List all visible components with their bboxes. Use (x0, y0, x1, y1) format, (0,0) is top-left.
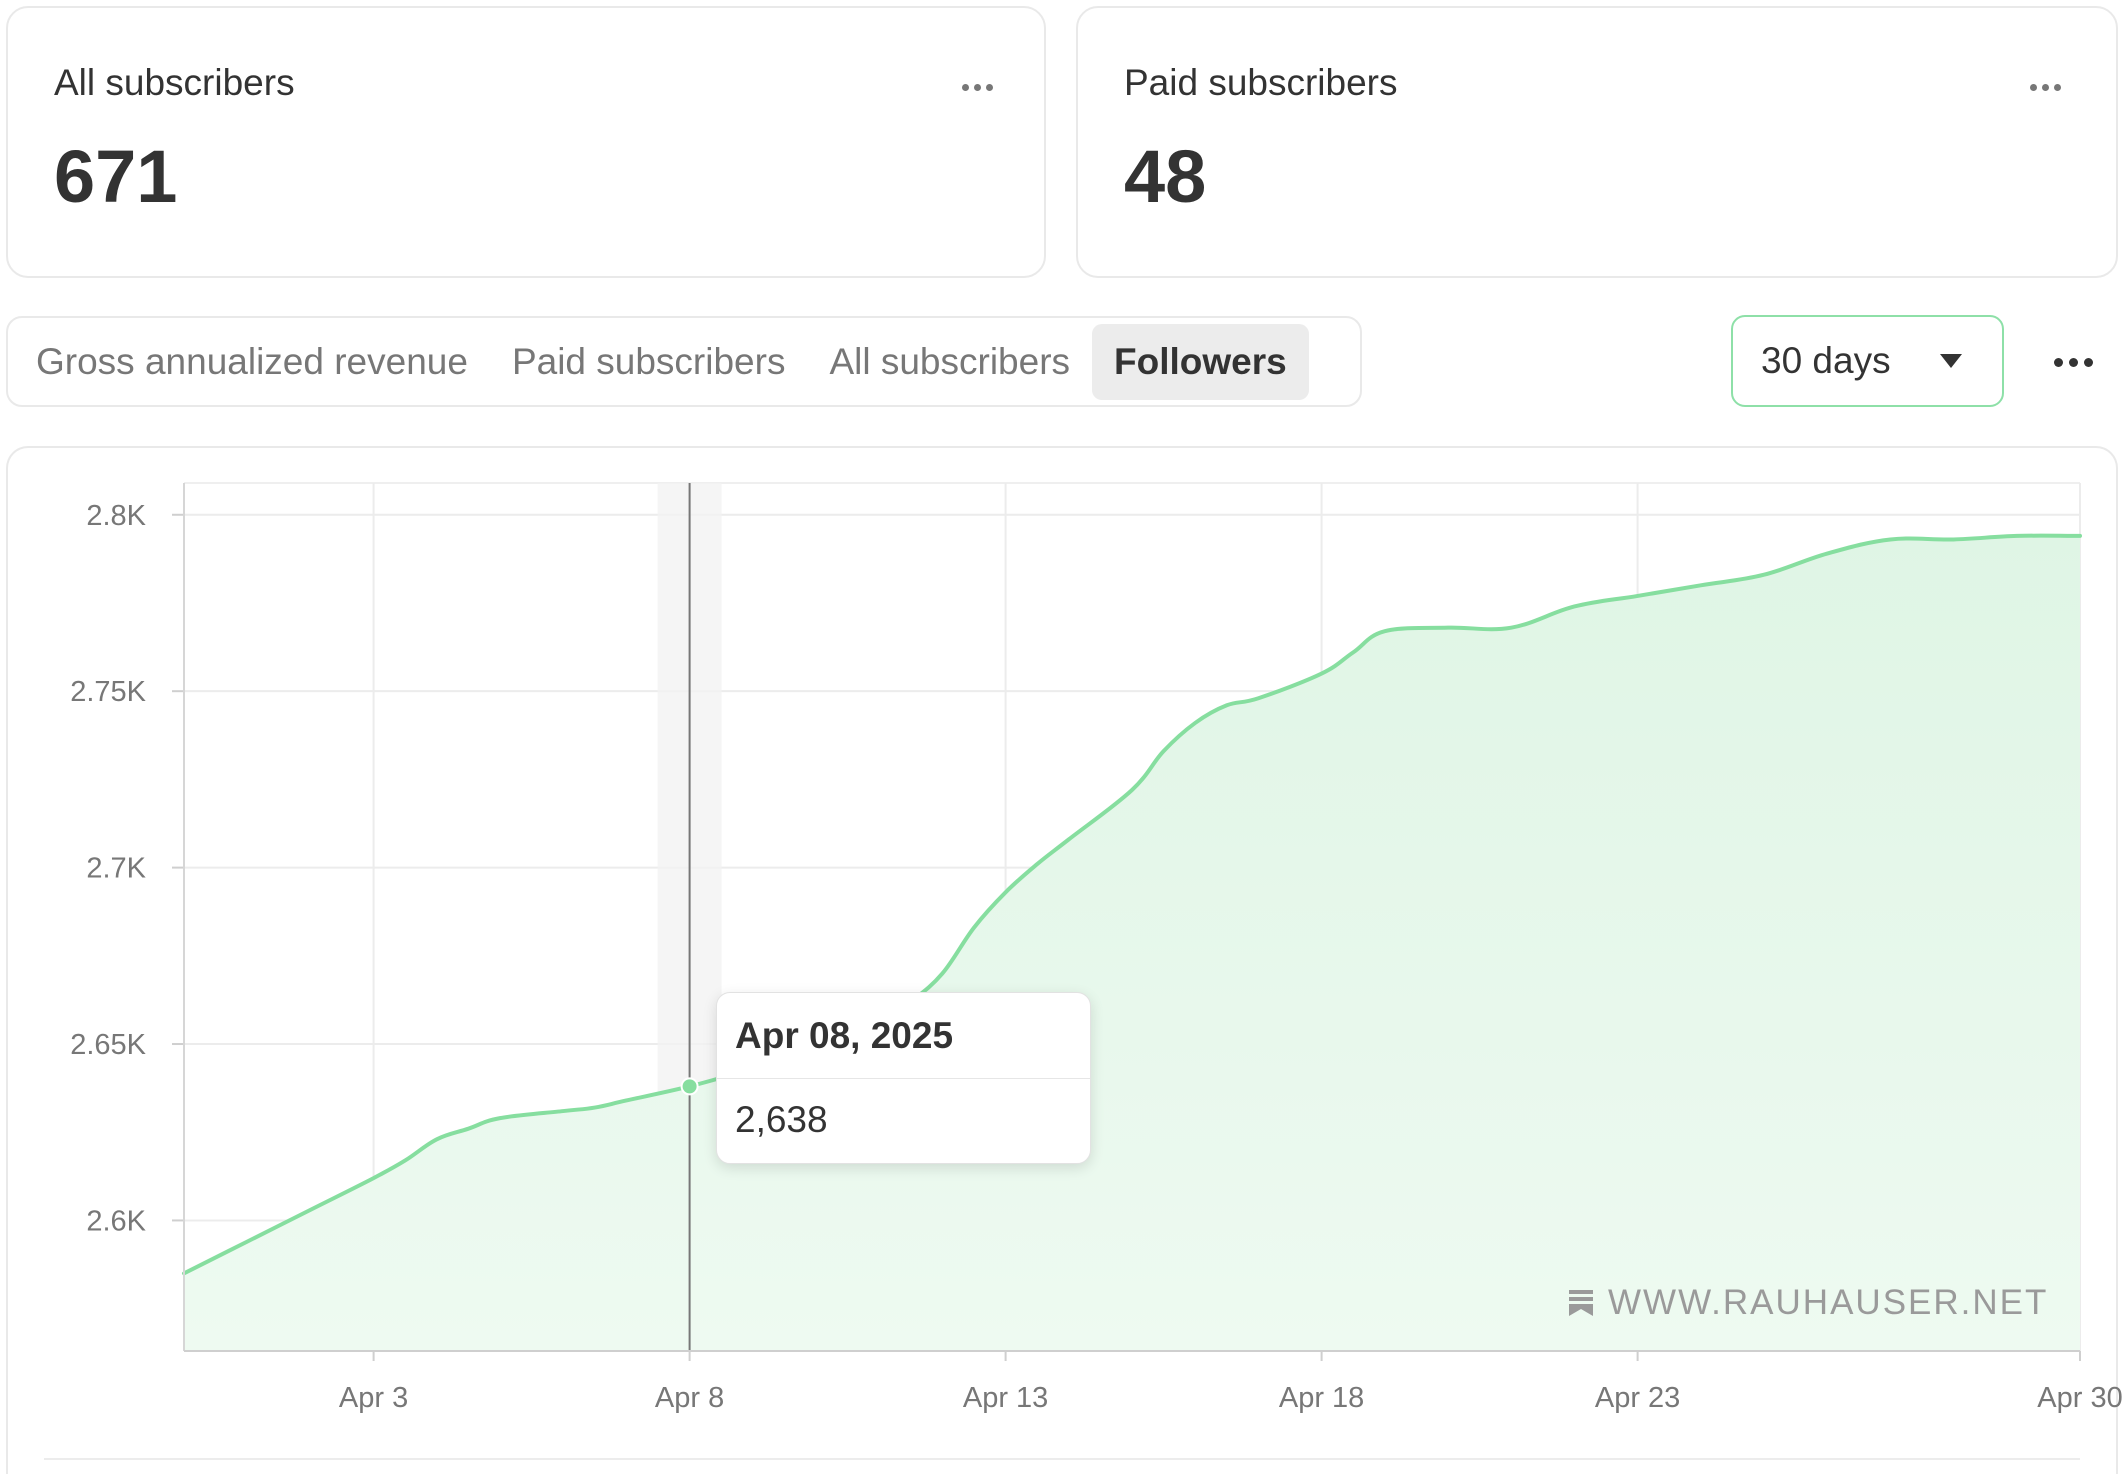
tab-paid-subscribers[interactable]: Paid subscribers (511, 340, 786, 382)
followers-area (184, 535, 2080, 1351)
tab-followers[interactable]: Followers (1092, 323, 1309, 400)
hover-point (680, 1077, 699, 1096)
x-tick-label: Apr 8 (655, 1382, 724, 1414)
followers-line (182, 533, 2082, 1276)
x-tick-label: Apr 30 (2037, 1382, 2122, 1414)
paid-subscribers-value: 48 (1124, 135, 1207, 218)
tooltip-date: Apr 08, 2025 (735, 1015, 954, 1056)
all-subscribers-card: All subscribers 671 (6, 6, 1046, 278)
paid-subscribers-label: Paid subscribers (1124, 62, 1398, 103)
all-subscribers-label: All subscribers (54, 62, 295, 103)
x-tick-label: Apr 23 (1595, 1382, 1680, 1414)
watermark: WWW.RAUHAUSER.NET (1568, 1283, 2048, 1323)
chart-axes (172, 483, 2081, 1361)
tick-labels: 2.6K 2.65K 2.7K 2.75K 2.8K Apr 3 Apr 8 Apr 13 Ap… (70, 500, 2123, 1414)
chart-options-icon[interactable] (2054, 358, 2093, 367)
tooltip-value: 2,638 (735, 1099, 828, 1140)
y-tick-label: 2.75K (70, 676, 146, 708)
x-tick-label: Apr 3 (339, 1382, 408, 1414)
watermark-text: WWW.RAUHAUSER.NET (1608, 1283, 2049, 1322)
x-tick-label: Apr 13 (963, 1382, 1048, 1414)
tab-all-subscribers[interactable]: All subscribers (829, 340, 1071, 382)
date-range-value: 30 days (1761, 340, 1891, 381)
y-tick-label: 2.65K (70, 1029, 146, 1061)
y-tick-label: 2.6K (86, 1205, 146, 1237)
date-range-select[interactable]: 30 days (1731, 315, 2004, 407)
y-tick-label: 2.8K (86, 500, 146, 532)
y-tick-label: 2.7K (86, 853, 146, 885)
tooltip-divider (717, 1078, 1090, 1079)
x-tick-label: Apr 18 (1279, 1382, 1364, 1414)
paid-subscribers-card: Paid subscribers 48 (1076, 6, 2118, 278)
more-options-icon[interactable] (962, 84, 993, 91)
chart-tooltip: Apr 08, 2025 2,638 (716, 992, 1091, 1164)
tab-gross-annualized-revenue[interactable]: Gross annualized revenue (36, 340, 468, 382)
bottom-divider (44, 1458, 2080, 1460)
metric-tabs: Gross annualized revenue Paid subscriber… (6, 316, 1362, 407)
all-subscribers-value: 671 (54, 135, 178, 218)
more-options-icon[interactable] (2030, 84, 2061, 91)
caret-down-icon (1940, 354, 1962, 368)
bookmark-logo-icon (1569, 1290, 1593, 1316)
